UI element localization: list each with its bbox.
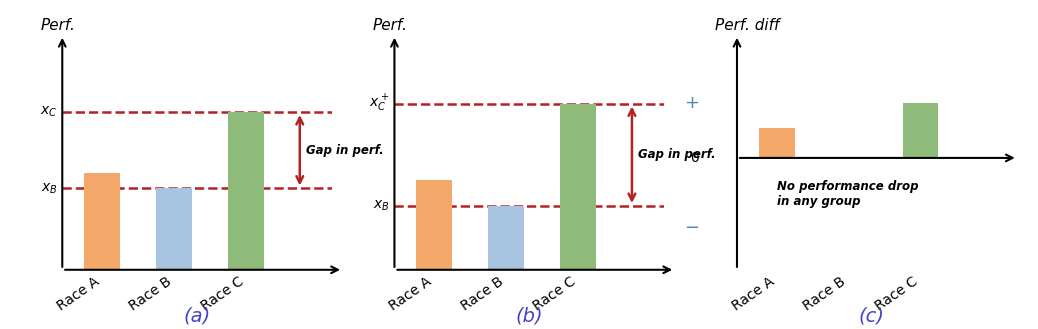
Text: Perf. diff: Perf. diff (715, 18, 780, 33)
Text: Perf.: Perf. (40, 18, 76, 33)
Text: (c): (c) (858, 307, 885, 326)
Bar (902, 103, 938, 158)
Text: No performance drop
in any group: No performance drop in any group (777, 180, 919, 208)
Bar (759, 128, 794, 158)
Text: Perf.: Perf. (373, 18, 408, 33)
Text: −: − (684, 218, 700, 237)
Text: $x_B$: $x_B$ (373, 199, 389, 213)
Text: +: + (684, 94, 700, 112)
Text: 0: 0 (690, 151, 700, 165)
Text: (a): (a) (184, 307, 211, 326)
Text: $x_C$: $x_C$ (39, 105, 57, 119)
Bar (156, 189, 192, 270)
Bar (488, 206, 524, 270)
Bar (227, 112, 264, 270)
Text: $x_B$: $x_B$ (40, 181, 57, 196)
Text: Gap in perf.: Gap in perf. (637, 148, 715, 161)
Bar (559, 104, 596, 270)
Text: $x_C^+$: $x_C^+$ (370, 93, 389, 114)
Bar (84, 173, 119, 270)
Text: Gap in perf.: Gap in perf. (305, 144, 383, 157)
Bar (416, 180, 452, 270)
Text: (b): (b) (516, 307, 543, 326)
